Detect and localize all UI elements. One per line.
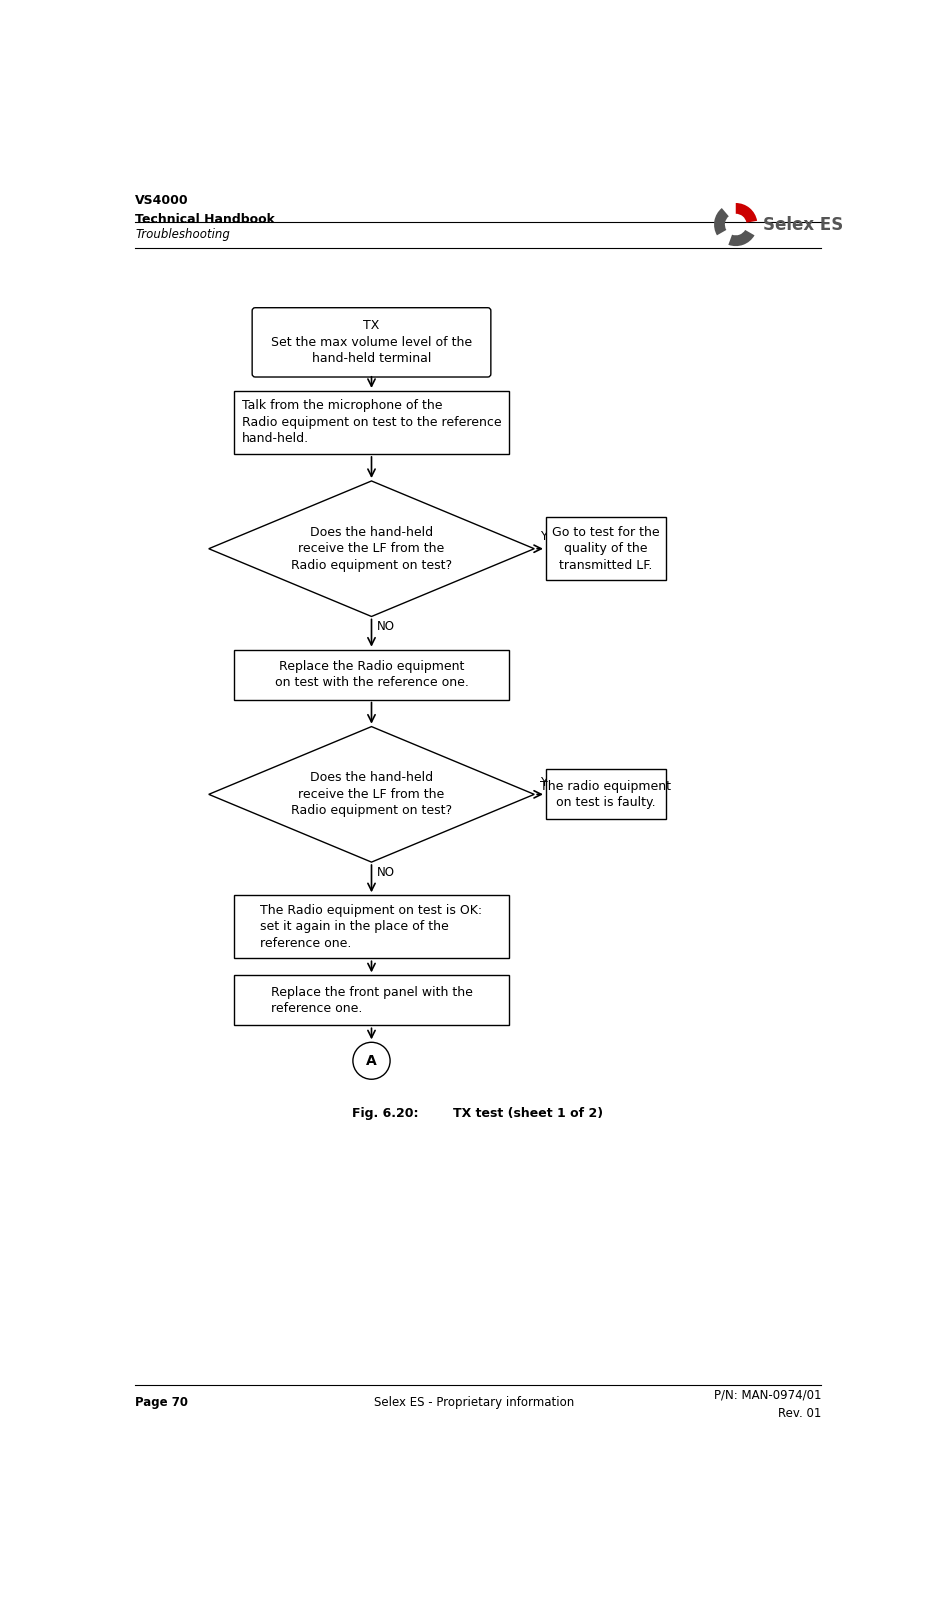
Polygon shape [208,726,534,862]
FancyBboxPatch shape [234,650,509,700]
FancyBboxPatch shape [234,391,509,454]
Text: YES: YES [540,530,561,543]
Text: A: A [366,1054,377,1068]
Text: NO: NO [377,621,394,634]
Text: Go to test for the
quality of the
transmitted LF.: Go to test for the quality of the transm… [552,525,659,572]
FancyBboxPatch shape [545,517,666,580]
Text: Page 70: Page 70 [135,1396,188,1409]
Text: The Radio equipment on test is OK:
set it again in the place of the
reference on: The Radio equipment on test is OK: set i… [260,905,482,950]
Text: P/N: MAN-0974/01: P/N: MAN-0974/01 [714,1389,821,1402]
Text: TX test (sheet 1 of 2): TX test (sheet 1 of 2) [453,1107,603,1120]
Text: NO: NO [377,866,394,879]
Wedge shape [714,207,729,235]
FancyBboxPatch shape [545,770,666,819]
FancyBboxPatch shape [234,895,509,958]
Text: Fig. 6.20:: Fig. 6.20: [352,1107,419,1120]
Text: VS4000: VS4000 [135,195,189,207]
Text: Replace the front panel with the
reference one.: Replace the front panel with the referen… [270,986,472,1015]
Text: Talk from the microphone of the
Radio equipment on test to the reference
hand-he: Talk from the microphone of the Radio eq… [242,399,501,446]
Text: Rev. 01: Rev. 01 [778,1407,821,1420]
Text: Selex ES - Proprietary information: Selex ES - Proprietary information [374,1396,575,1409]
Polygon shape [208,481,534,616]
Circle shape [353,1042,390,1080]
Text: Does the hand-held
receive the LF from the
Radio equipment on test?: Does the hand-held receive the LF from t… [291,772,452,817]
Text: YES: YES [540,776,561,789]
Wedge shape [729,230,755,246]
Text: TX
Set the max volume level of the
hand-held terminal: TX Set the max volume level of the hand-… [271,319,472,365]
Wedge shape [736,203,757,222]
Text: Replace the Radio equipment
on test with the reference one.: Replace the Radio equipment on test with… [275,660,469,689]
Text: The radio equipment
on test is faulty.: The radio equipment on test is faulty. [541,780,671,809]
Text: Selex ES: Selex ES [763,216,844,233]
FancyBboxPatch shape [234,976,509,1026]
Text: Technical Handbook: Technical Handbook [135,212,275,225]
Text: Does the hand-held
receive the LF from the
Radio equipment on test?: Does the hand-held receive the LF from t… [291,525,452,572]
FancyBboxPatch shape [252,308,491,378]
Text: Troubleshooting: Troubleshooting [135,229,230,242]
